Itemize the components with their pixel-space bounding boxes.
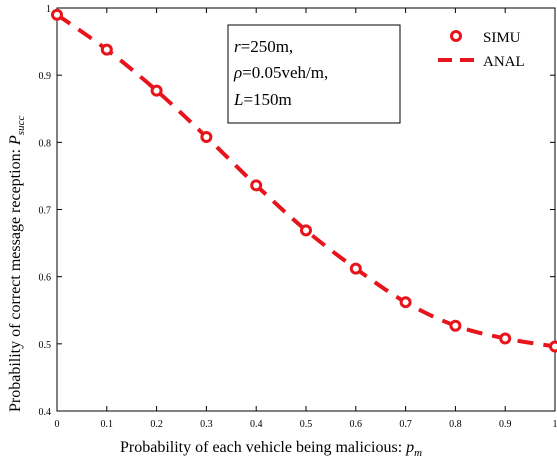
annotation-box: r=250m, ρ=0.05veh/m, L=150m: [227, 24, 401, 124]
simu-point: [200, 130, 213, 143]
x-tick-label: 0.9: [499, 419, 512, 430]
y-tick-label: 0.9: [39, 71, 52, 82]
y-tick-label: 0.6: [39, 273, 52, 284]
legend-simu-label: SIMU: [483, 30, 521, 46]
x-tick-label: 0.6: [350, 419, 363, 430]
legend-simu-marker: [450, 30, 462, 42]
annotation-line-1: r=250m,: [234, 37, 293, 56]
y-axis-ticks: 0.4 0.5 0.6 0.7 0.8 0.9 1: [39, 4, 555, 418]
x-tick-label: 0.4: [250, 419, 263, 430]
simu-point: [150, 84, 163, 97]
x-tick-label: 0.3: [200, 419, 213, 430]
y-axis-label: Probability of correct message reception…: [7, 116, 27, 412]
annotation-frame: [227, 24, 401, 124]
simu-point: [349, 262, 362, 275]
simu-point: [250, 179, 263, 192]
series-simu-markers: [51, 8, 557, 353]
x-tick-label: 0.1: [101, 419, 114, 430]
y-tick-label: 1: [46, 4, 51, 15]
y-tick-label: 0.4: [39, 407, 52, 418]
legend-anal-label: ANAL: [483, 54, 525, 70]
y-tick-label: 0.8: [39, 138, 52, 149]
x-tick-label: 0.8: [449, 419, 462, 430]
simu-point: [449, 319, 462, 332]
x-tick-label: 0.2: [150, 419, 163, 430]
y-tick-label: 0.5: [39, 340, 52, 351]
simu-point: [300, 224, 312, 237]
legend: SIMU ANAL: [438, 30, 525, 70]
simu-point: [100, 43, 113, 56]
annotation-line-3: L=150m: [233, 90, 292, 109]
simu-point: [399, 296, 412, 309]
x-axis-ticks: 0 0.1 0.2 0.3 0.4 0.5 0.6 0.7 0.8 0.9 1: [55, 8, 557, 430]
x-tick-label: 0: [55, 419, 60, 430]
x-axis-label: Probability of each vehicle being malici…: [120, 439, 422, 459]
x-tick-label: 1: [553, 419, 557, 430]
simu-point: [549, 340, 557, 353]
simu-point: [499, 332, 512, 345]
annotation-line-2: ρ=0.05veh/m,: [233, 63, 328, 82]
series-anal-line: [55, 13, 556, 349]
y-tick-label: 0.7: [39, 206, 52, 217]
x-tick-label: 0.7: [399, 419, 412, 430]
simu-point: [51, 8, 63, 21]
x-tick-label: 0.5: [300, 419, 313, 430]
